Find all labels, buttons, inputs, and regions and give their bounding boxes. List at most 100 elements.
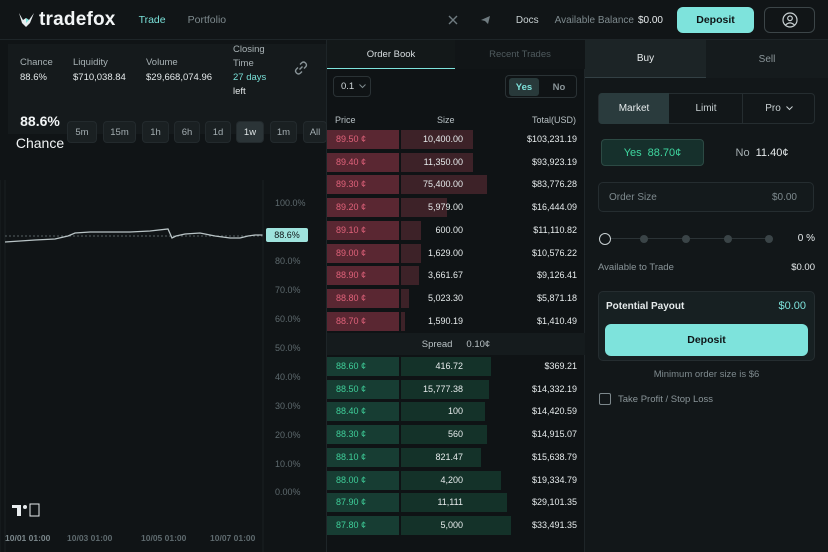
ask-row[interactable]: 89.40 ¢ 11,350.00 $93,923.19 bbox=[327, 152, 585, 173]
trade-panel: Buy Sell Market Limit Pro Yes 88.70¢ No … bbox=[585, 40, 828, 552]
chance-label: Chance bbox=[20, 57, 53, 68]
ask-price: 88.90 ¢ bbox=[336, 270, 367, 281]
ask-row[interactable]: 89.50 ¢ 10,400.00 $103,231.19 bbox=[327, 129, 585, 150]
ask-row[interactable]: 88.90 ¢ 3,661.67 $9,126.41 bbox=[327, 265, 585, 286]
tradingview-logo-icon[interactable] bbox=[12, 503, 40, 520]
bid-size: 821.47 bbox=[435, 451, 463, 462]
timeframe-1h[interactable]: 1h bbox=[142, 121, 169, 143]
bid-size: 4,200 bbox=[440, 474, 463, 485]
ask-depth-bar bbox=[401, 175, 487, 195]
bid-depth-bar bbox=[401, 402, 485, 422]
closing-label-line2: Time bbox=[233, 58, 254, 69]
volume-label: Volume bbox=[146, 57, 178, 68]
bid-row[interactable]: 87.90 ¢ 11,111 $29,101.35 bbox=[327, 492, 585, 513]
brand-name: tradefox bbox=[39, 8, 116, 30]
order-book-panel: Order Book Recent Trades 0.1 Yes No Pric… bbox=[327, 40, 585, 552]
x-tick-1: 10/01 01:00 bbox=[5, 533, 51, 543]
ask-row[interactable]: 89.00 ¢ 1,629.00 $10,576.22 bbox=[327, 243, 585, 264]
price-chart[interactable] bbox=[0, 180, 326, 552]
x-social-icon[interactable] bbox=[446, 13, 460, 27]
bid-size: 100 bbox=[447, 406, 463, 417]
ask-price-bar bbox=[327, 311, 399, 331]
ask-price-bar bbox=[327, 266, 399, 286]
link-icon[interactable] bbox=[293, 60, 309, 79]
outcome-no-button[interactable]: No bbox=[552, 81, 566, 93]
ask-size: 5,979.00 bbox=[427, 202, 463, 213]
timeframe-1d[interactable]: 1d bbox=[205, 121, 231, 143]
tab-order-book[interactable]: Order Book bbox=[327, 40, 455, 69]
bid-price-bar bbox=[327, 493, 399, 513]
x-tick-3: 10/05 01:00 bbox=[141, 533, 187, 543]
bid-row[interactable]: 87.80 ¢ 5,000 $33,491.35 bbox=[327, 515, 585, 536]
timeframe-5m[interactable]: 5m bbox=[67, 121, 97, 143]
spread-value: 0.10¢ bbox=[466, 338, 491, 350]
payout-label: Potential Payout bbox=[606, 301, 685, 312]
timeframe-15m[interactable]: 15m bbox=[103, 121, 136, 143]
nav-trade-link[interactable]: Trade bbox=[138, 13, 166, 26]
bid-row[interactable]: 88.30 ¢ 560 $14,915.07 bbox=[327, 424, 585, 445]
docs-link[interactable]: Docs bbox=[515, 14, 539, 26]
slider-step-75[interactable] bbox=[724, 235, 732, 243]
balance-value: $0.00 bbox=[637, 14, 663, 26]
chance-value: 88.6% bbox=[20, 72, 47, 83]
account-button[interactable] bbox=[764, 7, 815, 33]
tab-buy[interactable]: Buy bbox=[585, 40, 706, 78]
chance-big-label: Chance bbox=[15, 135, 65, 151]
slider-handle[interactable] bbox=[599, 233, 611, 245]
ask-depth-bar bbox=[401, 266, 419, 286]
deposit-button[interactable]: Deposit bbox=[677, 7, 754, 33]
ask-price: 88.70 ¢ bbox=[336, 315, 367, 326]
slider-step-25[interactable] bbox=[640, 235, 648, 243]
order-type-limit[interactable]: Limit bbox=[670, 93, 743, 124]
ask-size: 600.00 bbox=[435, 224, 463, 235]
tab-recent-trades[interactable]: Recent Trades bbox=[455, 40, 585, 69]
slider-step-100[interactable] bbox=[765, 235, 773, 243]
chevron-down-icon bbox=[785, 103, 793, 114]
telegram-icon[interactable] bbox=[479, 13, 493, 27]
header-price: Price bbox=[335, 115, 356, 125]
timeframe-1m[interactable]: 1m bbox=[270, 121, 297, 143]
deposit-submit-button[interactable]: Deposit bbox=[605, 324, 808, 356]
bid-row[interactable]: 88.40 ¢ 100 $14,420.59 bbox=[327, 401, 585, 422]
timeframe-all[interactable]: All bbox=[303, 121, 327, 143]
buy-yes-button[interactable]: Yes 88.70¢ bbox=[601, 139, 704, 166]
ask-row[interactable]: 88.80 ¢ 5,023.30 $5,871.18 bbox=[327, 288, 585, 309]
bid-price-bar bbox=[327, 447, 399, 467]
ask-depth-bar bbox=[401, 220, 421, 240]
bid-row[interactable]: 88.00 ¢ 4,200 $19,334.79 bbox=[327, 470, 585, 491]
bid-row[interactable]: 88.50 ¢ 15,777.38 $14,332.19 bbox=[327, 379, 585, 400]
bid-row[interactable]: 88.10 ¢ 821.47 $15,638.79 bbox=[327, 447, 585, 468]
balance-label: Available Balance bbox=[554, 14, 634, 26]
order-type-market[interactable]: Market bbox=[599, 93, 669, 124]
market-stats: Chance 88.6% Liquidity $710,038.84 Volum… bbox=[8, 44, 326, 134]
bid-price: 88.60 ¢ bbox=[336, 361, 367, 371]
buy-no-button[interactable]: No 11.40¢ bbox=[710, 139, 814, 166]
ask-row[interactable]: 89.10 ¢ 600.00 $11,110.82 bbox=[327, 220, 585, 241]
bid-total: $29,101.35 bbox=[531, 497, 577, 508]
tab-sell[interactable]: Sell bbox=[706, 40, 828, 78]
timeframe-6h[interactable]: 6h bbox=[174, 121, 200, 143]
bid-price-bar bbox=[327, 425, 399, 445]
nav-portfolio-link[interactable]: Portfolio bbox=[187, 13, 227, 26]
y-tick-20: 20.0% bbox=[275, 430, 301, 440]
ask-row[interactable]: 89.30 ¢ 75,400.00 $83,776.28 bbox=[327, 174, 585, 195]
ask-total: $1,410.49 bbox=[536, 315, 577, 326]
ask-size: 75,400.00 bbox=[422, 179, 463, 190]
order-type-pro[interactable]: Pro bbox=[744, 93, 814, 124]
order-size-field[interactable]: Order Size $0.00 bbox=[598, 182, 814, 212]
tpsl-label[interactable]: Take Profit / Stop Loss bbox=[618, 394, 714, 405]
outcome-yes-button[interactable]: Yes bbox=[509, 78, 539, 96]
timeframe-1w[interactable]: 1w bbox=[236, 121, 264, 143]
bid-row[interactable]: 88.60 ¢ 416.72 $369.21 bbox=[327, 356, 585, 377]
tpsl-checkbox[interactable] bbox=[599, 393, 611, 405]
logo[interactable]: tradefox bbox=[18, 9, 116, 31]
ask-row[interactable]: 88.70 ¢ 1,590.19 $1,410.49 bbox=[327, 311, 585, 332]
slider-step-50[interactable] bbox=[682, 235, 690, 243]
y-tick-60: 60.0% bbox=[275, 314, 301, 324]
bid-depth-bar bbox=[401, 425, 487, 445]
ask-price: 89.40 ¢ bbox=[336, 156, 367, 167]
tick-size-select[interactable]: 0.1 bbox=[333, 76, 371, 97]
ask-price-bar bbox=[327, 198, 399, 218]
ask-row[interactable]: 89.20 ¢ 5,979.00 $16,444.09 bbox=[327, 197, 585, 218]
bid-total: $369.21 bbox=[544, 361, 577, 371]
